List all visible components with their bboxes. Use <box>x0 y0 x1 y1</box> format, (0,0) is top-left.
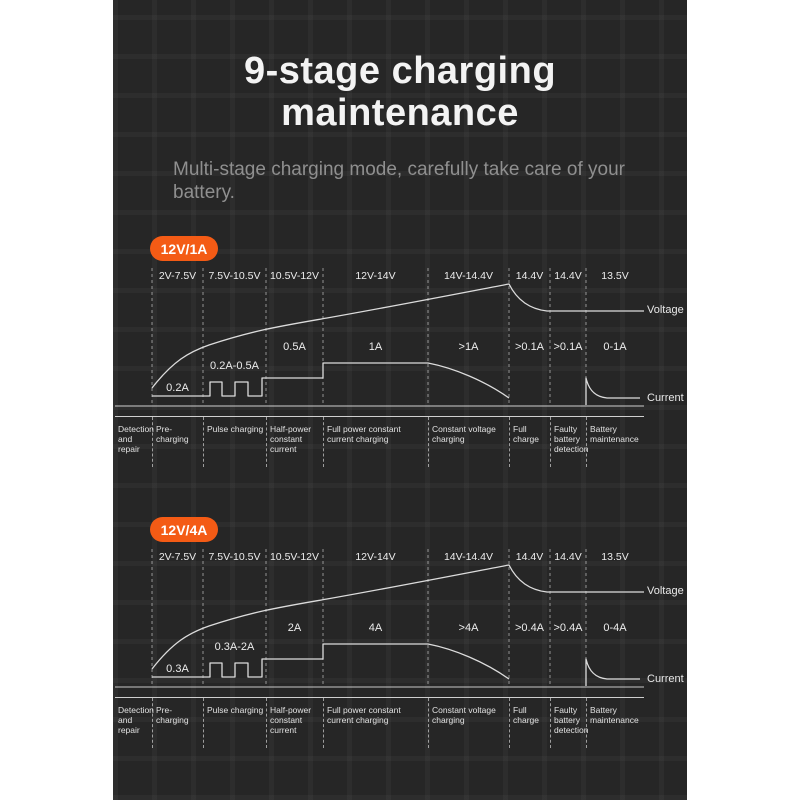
infographic-panel: 9-stage charging maintenance Multi-stage… <box>113 0 687 800</box>
page-title-line1: 9-stage charging <box>243 50 557 92</box>
stage-cell: Full charge <box>509 698 550 748</box>
current-level-label: >0.1A <box>553 341 583 353</box>
stage-cell: Faulty battery detection <box>550 698 589 748</box>
voltage-range-label: 14.4V <box>554 270 582 282</box>
voltage-range-label: 14.4V <box>515 551 544 563</box>
chart-canvas <box>115 549 644 688</box>
current-axis-label: Current <box>647 673 684 685</box>
charging-chart-12v-4a: 12V/4A 2V-7.5V 7.5V-10.5V 10.5V-12V 12V-… <box>113 511 687 771</box>
current-curve <box>152 643 510 680</box>
stage-cell: Pulse charging <box>203 698 266 748</box>
current-level-label: 0.5A <box>283 341 306 353</box>
current-level-label: 0.2A-0.5A <box>210 360 259 372</box>
page-subtitle: Multi-stage charging mode, carefully tak… <box>173 159 625 203</box>
voltage-range-label: 2V-7.5V <box>158 551 197 563</box>
stage-cell: Battery maintenance <box>586 417 644 467</box>
stage-cell: Half-power constant current <box>266 698 323 748</box>
current-level-label: 0-4A <box>603 622 627 634</box>
voltage-range-label: 14.4V <box>515 270 544 282</box>
voltage-range-label: 12V-14V <box>355 270 396 282</box>
current-curve <box>152 362 510 399</box>
voltage-range-label: 10.5V-12V <box>269 270 320 282</box>
current-level-label: >0.4A <box>553 622 583 634</box>
current-level-label: 0.3A-2A <box>214 641 255 653</box>
stage-cell: Full power constant current charging <box>323 698 428 748</box>
stage-cell: Faulty battery detection <box>550 417 589 467</box>
voltage-range-label: 13.5V <box>601 270 629 282</box>
stage-cell: Full power constant current charging <box>323 417 428 467</box>
current-level-label: 1A <box>368 341 383 353</box>
voltage-range-label: 7.5V-10.5V <box>208 270 261 282</box>
current-level-label: 0.3A <box>166 663 189 675</box>
current-level-label: 4A <box>368 622 383 634</box>
current-level-label: >4A <box>458 622 479 634</box>
voltage-range-label: 7.5V-10.5V <box>208 551 261 563</box>
current-maintenance-spike <box>585 658 640 686</box>
page-title: 9-stage charging maintenance <box>113 50 687 134</box>
voltage-range-label: 2V-7.5V <box>158 270 197 282</box>
stage-cell: Pre-charging <box>152 417 203 467</box>
stage-cell: Constant voltage charging <box>428 417 509 467</box>
current-level-label: >0.4A <box>514 622 545 634</box>
page-title-line2: maintenance <box>281 92 519 134</box>
stage-table: Detection and repair Pre-charging Pulse … <box>115 416 644 467</box>
stage-cell: Battery maintenance <box>586 698 644 748</box>
stage-cell: Pulse charging <box>203 417 266 467</box>
current-maintenance-spike <box>585 377 640 405</box>
voltage-range-label: 14V-14.4V <box>443 270 494 282</box>
stage-cell: Constant voltage charging <box>428 698 509 748</box>
stage-gridlines <box>151 549 587 687</box>
mode-badge: 12V/4A <box>150 517 218 542</box>
current-axis-label: Current <box>647 392 684 404</box>
voltage-curve <box>151 564 644 670</box>
current-level-label: >1A <box>458 341 479 353</box>
current-level-label: 2A <box>287 622 302 634</box>
mode-badge: 12V/1A <box>150 236 218 261</box>
voltage-range-label: 14V-14.4V <box>443 551 494 563</box>
charging-chart-12v-1a: 12V/1A 2V-7.5V 7.5V-10.5V 10.5V-12V 12V-… <box>113 230 687 490</box>
voltage-curve <box>151 283 644 389</box>
voltage-axis-label: Voltage <box>647 585 684 597</box>
stage-table: Detection and repair Pre-charging Pulse … <box>115 697 644 748</box>
stage-cell: Detection and repair <box>118 705 154 735</box>
current-level-label: 0-1A <box>603 341 627 353</box>
stage-gridlines <box>151 268 587 406</box>
current-level-label: >0.1A <box>514 341 545 353</box>
voltage-range-label: 12V-14V <box>355 551 396 563</box>
chart-canvas <box>115 268 644 407</box>
voltage-range-label: 10.5V-12V <box>269 551 320 563</box>
voltage-axis-label: Voltage <box>647 304 684 316</box>
stage-cell: Pre-charging <box>152 698 203 748</box>
current-level-label: 0.2A <box>166 382 189 394</box>
stage-cell: Half-power constant current <box>266 417 323 467</box>
stage-cell: Full charge <box>509 417 550 467</box>
voltage-range-label: 14.4V <box>554 551 582 563</box>
stage-cell: Detection and repair <box>118 424 154 454</box>
voltage-range-label: 13.5V <box>601 551 629 563</box>
